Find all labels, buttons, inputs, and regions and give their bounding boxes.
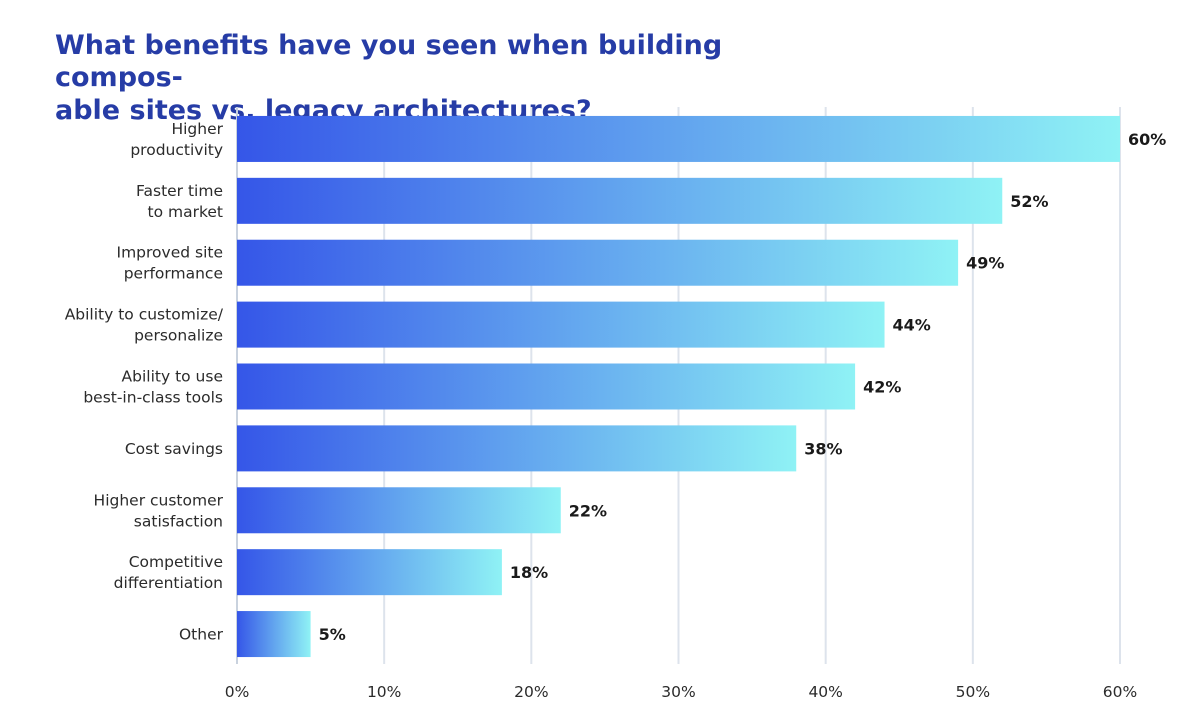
bar: [237, 301, 885, 348]
x-tick-label: 60%: [1103, 683, 1137, 701]
data-label: 5%: [319, 625, 346, 644]
x-tick-label: 20%: [514, 683, 548, 701]
category-label: Higher customer satisfaction: [94, 491, 224, 530]
bar: [237, 115, 1120, 162]
data-label: 42%: [863, 378, 901, 397]
data-label: 44%: [893, 316, 931, 335]
data-label: 49%: [966, 254, 1004, 273]
bar: [237, 611, 311, 658]
x-tick-label: 50%: [956, 683, 990, 701]
category-label: Ability to customize/personalize: [65, 306, 224, 345]
category-label: Other: [179, 626, 224, 644]
data-label: 52%: [1010, 192, 1048, 211]
category-label: Ability to use best-in-class tools: [83, 368, 223, 407]
bar: [237, 363, 856, 410]
category-label: Faster time to market: [136, 182, 223, 221]
bar: [237, 239, 959, 286]
data-label: 18%: [510, 563, 548, 582]
category-label: Higher productivity: [130, 120, 223, 159]
category-label: Cost savings: [125, 440, 223, 458]
bar: [237, 425, 797, 472]
x-tick-label: 10%: [367, 683, 401, 701]
category-label: Competitive differentiation: [114, 553, 223, 592]
bar: [237, 177, 1003, 224]
x-tick-label: 0%: [225, 683, 250, 701]
bars: [237, 115, 1120, 658]
labels: 0% 10% 20% 30% 40% 50% 60% 60% Higher productivit…: [65, 120, 1167, 701]
bar: [237, 549, 502, 596]
x-tick-label: 40%: [808, 683, 842, 701]
category-label: Improved site performance: [117, 244, 224, 283]
data-label: 38%: [804, 439, 842, 458]
x-tick-label: 30%: [661, 683, 695, 701]
data-label: 60%: [1128, 130, 1166, 149]
bar: [237, 487, 561, 534]
data-label: 22%: [569, 501, 607, 520]
